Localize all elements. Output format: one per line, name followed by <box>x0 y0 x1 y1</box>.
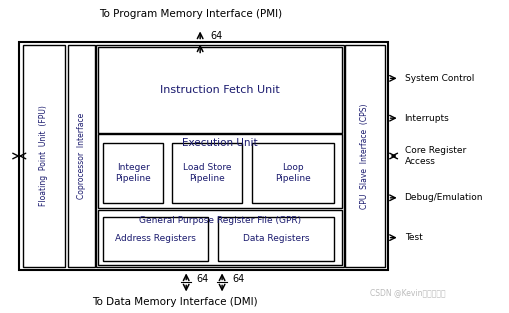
Text: Address Registers: Address Registers <box>115 234 195 243</box>
Bar <box>68 45 95 266</box>
Text: To Data Memory Interface (DMI): To Data Memory Interface (DMI) <box>93 297 258 307</box>
Bar <box>96 45 344 266</box>
Text: System Control: System Control <box>405 74 474 83</box>
Text: Instruction Fetch Unit: Instruction Fetch Unit <box>160 85 280 95</box>
Text: Load Store
Pipeline: Load Store Pipeline <box>183 163 232 182</box>
Text: Integer
Pipeline: Integer Pipeline <box>116 163 151 182</box>
Text: Debug/Emulation: Debug/Emulation <box>405 193 483 202</box>
Text: Data Registers: Data Registers <box>243 234 309 243</box>
Text: General Purpose Register File (GPR): General Purpose Register File (GPR) <box>139 216 301 225</box>
Text: Floating  Point  Unit  (FPU): Floating Point Unit (FPU) <box>39 105 48 207</box>
Bar <box>103 217 208 260</box>
Text: Execution Unit: Execution Unit <box>182 138 258 148</box>
Text: To Program Memory Interface (PMI): To Program Memory Interface (PMI) <box>99 9 282 19</box>
Bar <box>98 134 342 208</box>
Text: Test: Test <box>405 233 422 242</box>
Text: 64: 64 <box>232 275 244 285</box>
Bar <box>19 42 388 270</box>
Bar <box>98 210 342 264</box>
Text: Interrupts: Interrupts <box>405 114 449 123</box>
Bar <box>252 143 334 203</box>
Text: 64: 64 <box>196 275 208 285</box>
Bar <box>103 143 163 203</box>
Text: Loop
Pipeline: Loop Pipeline <box>275 163 311 182</box>
Text: Coprocessor  Interface: Coprocessor Interface <box>77 113 86 199</box>
Text: CSDN @Kevin的学习路途: CSDN @Kevin的学习路途 <box>370 288 445 297</box>
Bar <box>22 45 65 266</box>
Bar <box>172 143 242 203</box>
Text: CPU  Slave  Interface  (CPS): CPU Slave Interface (CPS) <box>360 103 369 209</box>
Bar <box>98 48 342 133</box>
Bar <box>218 217 334 260</box>
Text: Core Register
Access: Core Register Access <box>405 146 466 166</box>
Text: 64: 64 <box>210 31 222 41</box>
Bar <box>345 45 385 266</box>
